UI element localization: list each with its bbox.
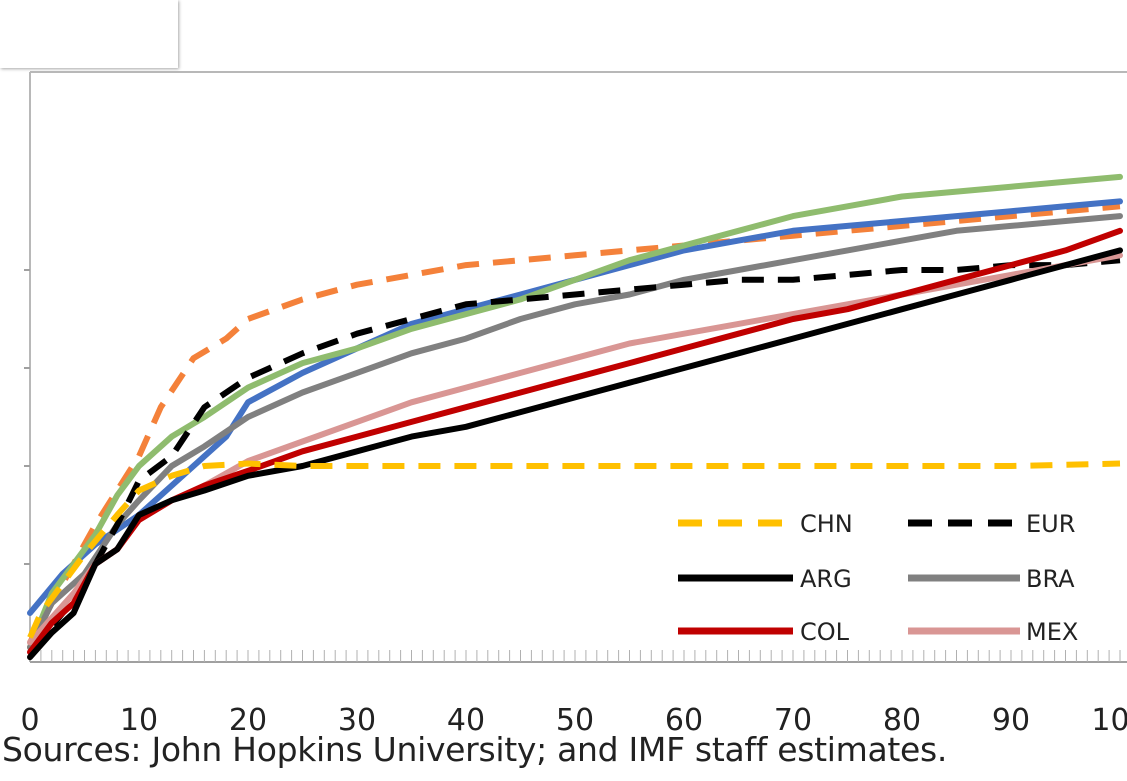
x-tick-label: 70 xyxy=(774,703,812,738)
x-tick-label: 10 xyxy=(120,703,158,738)
series-line-unnamed-6 xyxy=(27,203,1121,644)
x-tick-label: 40 xyxy=(447,703,485,738)
x-tick-label: 100 xyxy=(1091,703,1127,738)
legend: CHN EUR ARG BRA COL MEX xyxy=(678,510,1078,646)
axes: 0 10 20 30 40 50 60 70 80 90 100 xyxy=(20,71,1127,738)
x-tick-label: 50 xyxy=(556,703,594,738)
series-layer xyxy=(27,173,1123,661)
legend-label-arg: ARG xyxy=(800,565,852,593)
source-note: Sources: John Hopkins University; and IM… xyxy=(2,730,948,769)
legend-label-col: COL xyxy=(800,618,850,646)
x-tick-label: 60 xyxy=(665,703,703,738)
series-line-mex xyxy=(27,252,1123,646)
series-line-unnamed-8 xyxy=(27,173,1123,651)
series-line-eur xyxy=(27,257,1121,655)
x-tick-label: 90 xyxy=(992,703,1030,738)
x-tick-label: 20 xyxy=(229,703,267,738)
x-tick-label: 80 xyxy=(883,703,921,738)
legend-label-eur: EUR xyxy=(1026,510,1075,538)
x-tick-label: 0 xyxy=(20,703,39,738)
series-line-unnamed-7 xyxy=(27,198,1123,616)
chart-tab-stub xyxy=(0,0,178,68)
legend-label-mex: MEX xyxy=(1026,618,1078,646)
legend-label-chn: CHN xyxy=(800,510,853,538)
series-line-arg xyxy=(27,247,1123,661)
x-tick-label: 30 xyxy=(338,703,376,738)
series-line-chn xyxy=(27,460,1121,639)
legend-label-bra: BRA xyxy=(1026,565,1075,593)
series-line-bra xyxy=(27,213,1123,651)
